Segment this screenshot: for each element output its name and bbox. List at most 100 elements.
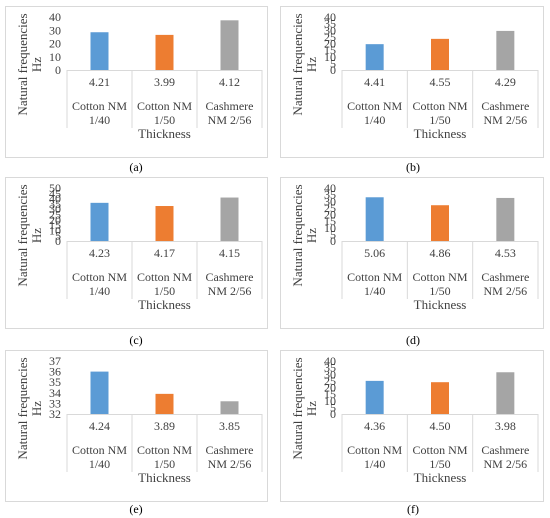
chart-f-category-2-line2: NM 2/56 bbox=[483, 457, 527, 471]
chart-b-bar-2 bbox=[496, 30, 515, 71]
chart-b-ytick-2: 10 bbox=[324, 50, 336, 64]
chart-a-ytick-3: 30 bbox=[49, 23, 61, 37]
chart-f-ytick-2: 10 bbox=[324, 394, 336, 408]
chart-d-ytick-3: 15 bbox=[324, 214, 336, 228]
chart-b-ytick-4: 20 bbox=[324, 37, 336, 51]
chart-f-category-1-line2: 1/50 bbox=[429, 457, 450, 471]
chart-d-category-2-line2: NM 2/56 bbox=[483, 284, 527, 298]
chart-c-category-1-line1: Cotton NM bbox=[137, 270, 192, 284]
chart-b-ytick-0: 0 bbox=[330, 63, 336, 77]
chart-b-ylabel-line2: Hz bbox=[304, 57, 319, 72]
panel-label-d: (d) bbox=[406, 333, 420, 347]
chart-c-ytick-1: 5 bbox=[55, 229, 61, 243]
chart-b-data-label-1: 4.55 bbox=[430, 75, 451, 89]
chart-a-ytick-4: 40 bbox=[49, 10, 61, 24]
chart-c-ylabel-line2: Hz bbox=[29, 228, 44, 243]
chart-d-xlabel: Thickness bbox=[414, 297, 467, 312]
chart-e-ylabel-line1: Natural frequencies bbox=[15, 357, 30, 459]
chart-e-ytick-2: 34 bbox=[49, 386, 61, 400]
chart-b-ytick-5: 25 bbox=[324, 30, 336, 44]
chart-b-ytick-1: 5 bbox=[330, 56, 336, 70]
chart-e-ytick-1: 33 bbox=[49, 396, 61, 410]
chart-a-ytick-2: 20 bbox=[49, 37, 61, 51]
chart-d-ytick-0: 0 bbox=[330, 234, 336, 248]
chart-f-category-0-line1: Cotton NM bbox=[347, 443, 402, 457]
chart-a-category-1-line2: 1/50 bbox=[154, 113, 175, 127]
panel-label-a: (a) bbox=[129, 160, 143, 174]
chart-e-xlabel: Thickness bbox=[138, 470, 191, 485]
chart-d-category-1-line1: Cotton NM bbox=[412, 270, 467, 284]
chart-e-ylabel-line2: Hz bbox=[29, 401, 44, 416]
panel-label-f: (f) bbox=[407, 502, 419, 516]
chart-f-ytick-7: 35 bbox=[324, 361, 336, 375]
chart-panel-c: 0 5 10 15 20 25 30 35 40 45 50 Natural frequencies H… bbox=[5, 177, 268, 329]
chart-c-data-label-2: 4.15 bbox=[219, 246, 240, 260]
chart-e-frame bbox=[5, 350, 268, 502]
chart-f-ylabel-line2: Hz bbox=[304, 401, 319, 416]
chart-c-ytick-2: 10 bbox=[49, 223, 61, 237]
chart-e-bar-1 bbox=[155, 393, 174, 414]
chart-c-category-2-line2: NM 2/56 bbox=[208, 284, 252, 298]
chart-e-category-1-line2: 1/50 bbox=[154, 457, 175, 471]
chart-d-ytick-8: 40 bbox=[324, 181, 336, 195]
chart-b-category-2-line2: NM 2/56 bbox=[483, 113, 527, 127]
chart-panel-a: 0 10 20 30 40 Natural frequencies Hz 4.21 Cotton… bbox=[5, 6, 268, 158]
chart-c-ytick-10: 50 bbox=[49, 181, 61, 195]
chart-d-category-0-line2: 1/40 bbox=[364, 284, 385, 298]
chart-f-ytick-8: 40 bbox=[324, 354, 336, 368]
chart-b-data-label-2: 4.29 bbox=[495, 75, 516, 89]
chart-c-ytick-8: 40 bbox=[49, 192, 61, 206]
chart-f-data-label-1: 4.50 bbox=[430, 419, 451, 433]
chart-d-ylabel-line1: Natural frequencies bbox=[290, 184, 305, 286]
chart-e-ytick-0: 32 bbox=[49, 407, 61, 421]
chart-f-ytick-3: 15 bbox=[324, 387, 336, 401]
chart-b-bar-0 bbox=[365, 44, 384, 70]
chart-e-ytick-3: 35 bbox=[49, 375, 61, 389]
chart-c-category-1-line2: 1/50 bbox=[154, 284, 175, 298]
chart-f-bar-2 bbox=[496, 372, 515, 414]
chart-panel-b: 0 5 10 15 20 25 30 35 40 Natural frequencies Hz 4.4… bbox=[280, 6, 544, 158]
chart-c-bar-1 bbox=[155, 206, 174, 241]
chart-f-bar-1 bbox=[431, 382, 449, 414]
chart-d-ytick-2: 10 bbox=[324, 221, 336, 235]
chart-c-ytick-0: 0 bbox=[55, 234, 61, 248]
chart-d-ytick-7: 35 bbox=[324, 188, 336, 202]
chart-b-xlabel: Thickness bbox=[414, 126, 467, 141]
chart-d-ytick-1: 5 bbox=[330, 227, 336, 241]
panel-label-b: (b) bbox=[406, 160, 420, 174]
chart-b-ytick-3: 15 bbox=[324, 43, 336, 57]
chart-c-bar-2 bbox=[220, 197, 239, 241]
chart-d-ytick-6: 30 bbox=[324, 194, 336, 208]
chart-panel-e: 32 33 34 35 36 37 Natural frequencies Hz 4.24 Cot… bbox=[5, 350, 268, 502]
chart-e-category-0-line2: 1/40 bbox=[89, 457, 110, 471]
chart-a-ytick-1: 10 bbox=[49, 50, 61, 64]
chart-d-bar-1 bbox=[431, 205, 449, 241]
chart-b-ytick-8: 40 bbox=[324, 10, 336, 24]
chart-f-ytick-6: 30 bbox=[324, 367, 336, 381]
chart-d-category-1-line2: 1/50 bbox=[429, 284, 450, 298]
chart-e-category-2-line1: Cashmere bbox=[206, 443, 254, 457]
chart-c-category-0-line1: Cotton NM bbox=[72, 270, 127, 284]
chart-d-ytick-5: 25 bbox=[324, 201, 336, 215]
chart-a-bar-1 bbox=[155, 34, 174, 70]
chart-b-category-0-line2: 1/40 bbox=[364, 113, 385, 127]
chart-a-ylabel-line1: Natural frequencies bbox=[15, 13, 30, 115]
chart-c-ytick-7: 35 bbox=[49, 197, 61, 211]
chart-d-ylabel: Natural frequencies Hz bbox=[290, 184, 319, 286]
chart-c-ylabel-line1: Natural frequencies bbox=[15, 184, 30, 286]
chart-c-data-label-0: 4.23 bbox=[89, 246, 110, 260]
chart-c-ytick-9: 45 bbox=[49, 186, 61, 200]
chart-a-bar-2 bbox=[220, 20, 239, 70]
chart-e-ylabel: Natural frequencies Hz bbox=[15, 357, 44, 459]
chart-a-bar-0 bbox=[90, 32, 109, 70]
chart-c-ytick-3: 15 bbox=[49, 218, 61, 232]
chart-b-category-0-line1: Cotton NM bbox=[347, 99, 402, 113]
chart-b-ytick-6: 30 bbox=[324, 23, 336, 37]
chart-b-ylabel: Natural frequencies Hz bbox=[290, 13, 319, 115]
panel-label-e: (e) bbox=[129, 502, 143, 516]
chart-b-category-1-line1: Cotton NM bbox=[412, 99, 467, 113]
chart-e-ytick-4: 36 bbox=[49, 365, 61, 379]
chart-a-category-0-line2: 1/40 bbox=[89, 113, 110, 127]
